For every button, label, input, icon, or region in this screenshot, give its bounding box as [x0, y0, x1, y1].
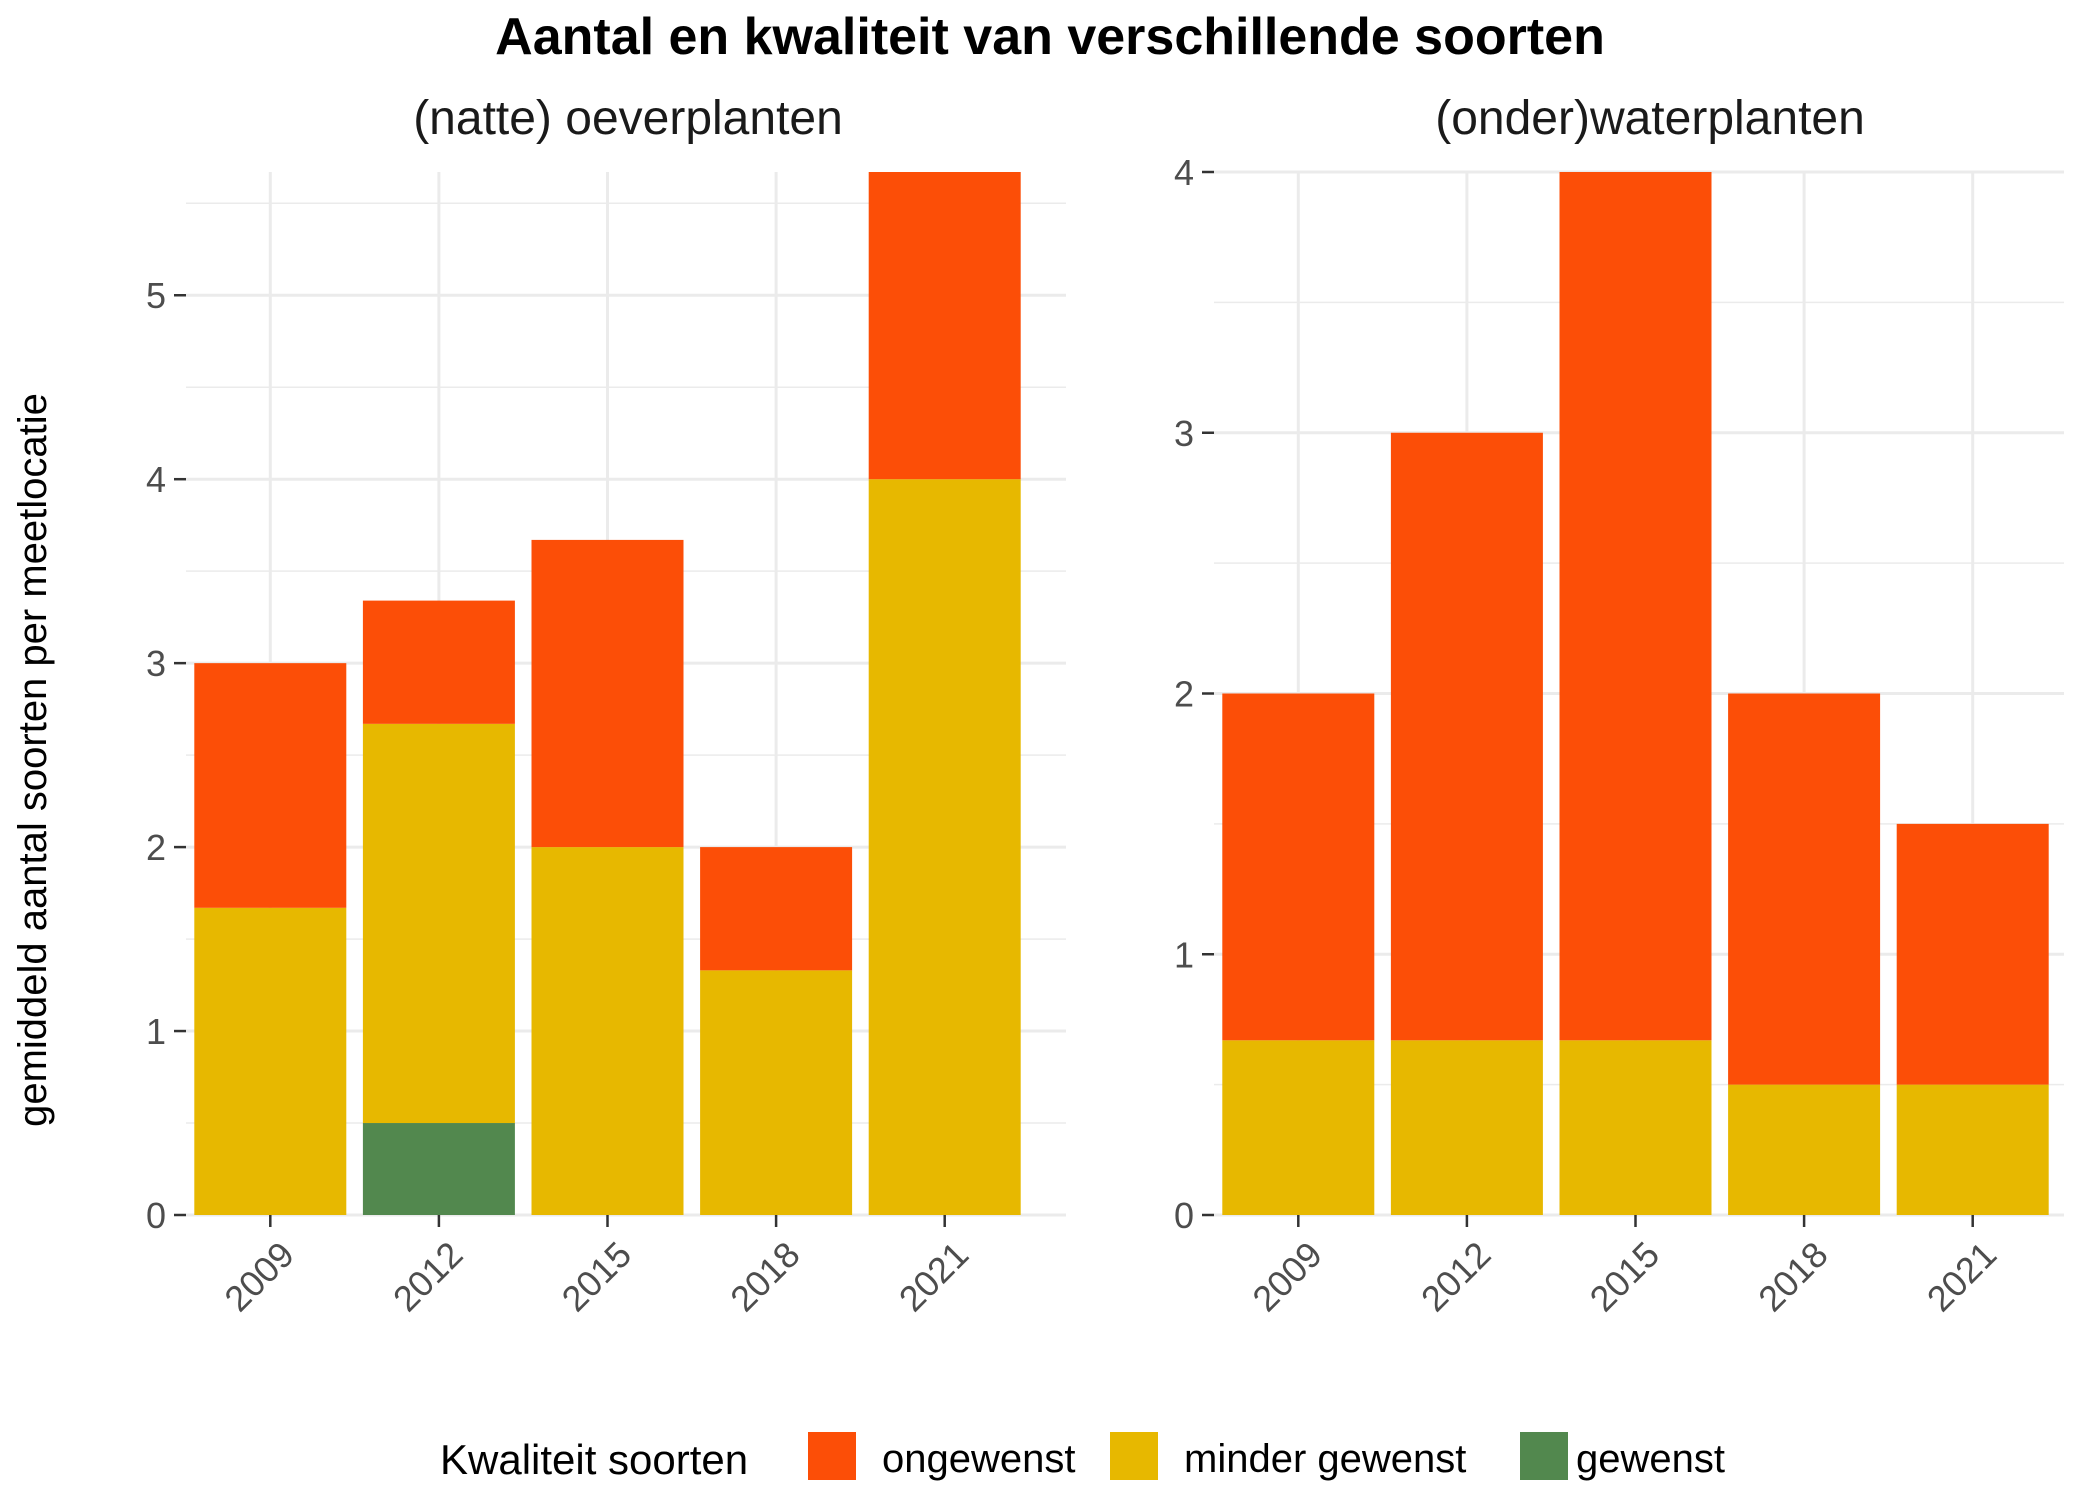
y-tick-label: 0 — [1174, 1195, 1194, 1236]
bar-ongewenst-2015 — [531, 539, 684, 848]
y-tick-label: 2 — [146, 827, 166, 868]
legend-label-minder-gewenst: minder gewenst — [1184, 1437, 1466, 1481]
y-tick-label: 5 — [146, 275, 166, 316]
y-tick-label: 4 — [146, 459, 166, 500]
panel-waterplanten: (onder)waterplanten 0 1 2 3 4 2009 2012 2015 201… — [1174, 92, 2064, 1319]
bar-minder-gewenst-2012 — [362, 723, 515, 1124]
bar-minder-gewenst-2015 — [1559, 1040, 1712, 1215]
bar-minder-gewenst-2012 — [1390, 1040, 1543, 1215]
y-tick-label: 1 — [1174, 934, 1194, 975]
y-tick-label: 2 — [1174, 674, 1194, 715]
chart-title: Aantal en kwaliteit van verschillende so… — [495, 8, 1605, 66]
legend-swatch-minder-gewenst — [1110, 1432, 1158, 1480]
legend-title: Kwaliteit soorten — [440, 1436, 748, 1483]
panel-oeverplanten: (natte) oeverplanten 0 1 2 3 4 5 2009 2012 2015 2… — [146, 92, 1066, 1319]
bar-minder-gewenst-2021 — [1896, 1084, 2049, 1215]
x-tick-label-2018: 2018 — [1750, 1234, 1836, 1320]
bar-ongewenst-2009 — [194, 663, 347, 908]
legend-label-ongewenst: ongewenst — [882, 1437, 1075, 1481]
bar-ongewenst-2018 — [1728, 693, 1881, 1085]
legend-swatch-gewenst — [1520, 1432, 1568, 1480]
x-tick-label-2015: 2015 — [1582, 1234, 1668, 1320]
bar-ongewenst-2012 — [1390, 432, 1543, 1041]
bar-ongewenst-2018 — [700, 847, 853, 971]
bar-minder-gewenst-2009 — [194, 907, 347, 1215]
y-tick-label: 3 — [1174, 413, 1194, 454]
bar-minder-gewenst-2018 — [1728, 1084, 1881, 1215]
legend-label-gewenst: gewenst — [1576, 1437, 1725, 1481]
x-tick-label-2009: 2009 — [1244, 1234, 1330, 1320]
bar-minder-gewenst-2021 — [868, 479, 1021, 1216]
x-tick-label-2021: 2021 — [1919, 1234, 2005, 1320]
bar-minder-gewenst-2018 — [700, 970, 853, 1215]
legend-swatch-ongewenst — [808, 1432, 856, 1480]
y-axis-label: gemiddeld aantal soorten per meetlocatie — [11, 393, 55, 1127]
y-tick-label: 1 — [146, 1011, 166, 1052]
bar-ongewenst-2021 — [868, 172, 1021, 480]
x-tick-label-2021: 2021 — [891, 1234, 977, 1320]
x-tick-label-2015: 2015 — [554, 1234, 640, 1320]
legend: Kwaliteit soorten ongewenst minder gewen… — [440, 1432, 1725, 1483]
x-tick-label-2012: 2012 — [1413, 1234, 1499, 1320]
y-tick-label: 0 — [146, 1195, 166, 1236]
bar-ongewenst-2009 — [1222, 693, 1375, 1041]
bar-ongewenst-2021 — [1896, 823, 2049, 1085]
bar-ongewenst-2012 — [362, 600, 515, 724]
bar-minder-gewenst-2015 — [531, 847, 684, 1215]
panel-title-waterplanten: (onder)waterplanten — [1435, 92, 1865, 145]
x-tick-label-2012: 2012 — [385, 1234, 471, 1320]
bar-ongewenst-2015 — [1559, 172, 1712, 1041]
x-tick-label-2009: 2009 — [216, 1234, 302, 1320]
bar-minder-gewenst-2009 — [1222, 1040, 1375, 1215]
x-tick-label-2018: 2018 — [722, 1234, 808, 1320]
bar-gewenst-2012 — [362, 1123, 515, 1215]
y-tick-label: 3 — [146, 643, 166, 684]
y-tick-label: 4 — [1174, 152, 1194, 193]
panel-title-oeverplanten: (natte) oeverplanten — [413, 92, 843, 145]
